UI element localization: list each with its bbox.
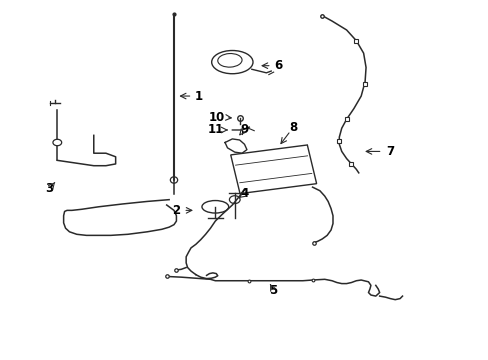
Text: 3: 3 — [45, 183, 53, 195]
Text: 1: 1 — [194, 90, 202, 103]
Text: 7: 7 — [386, 145, 394, 158]
Text: 2: 2 — [172, 204, 180, 217]
Text: 4: 4 — [240, 187, 248, 200]
Text: 9: 9 — [240, 123, 248, 136]
Text: 6: 6 — [274, 59, 282, 72]
Text: 8: 8 — [288, 121, 297, 134]
Text: 10: 10 — [209, 111, 225, 124]
Text: 5: 5 — [269, 284, 277, 297]
Text: 11: 11 — [207, 123, 223, 136]
